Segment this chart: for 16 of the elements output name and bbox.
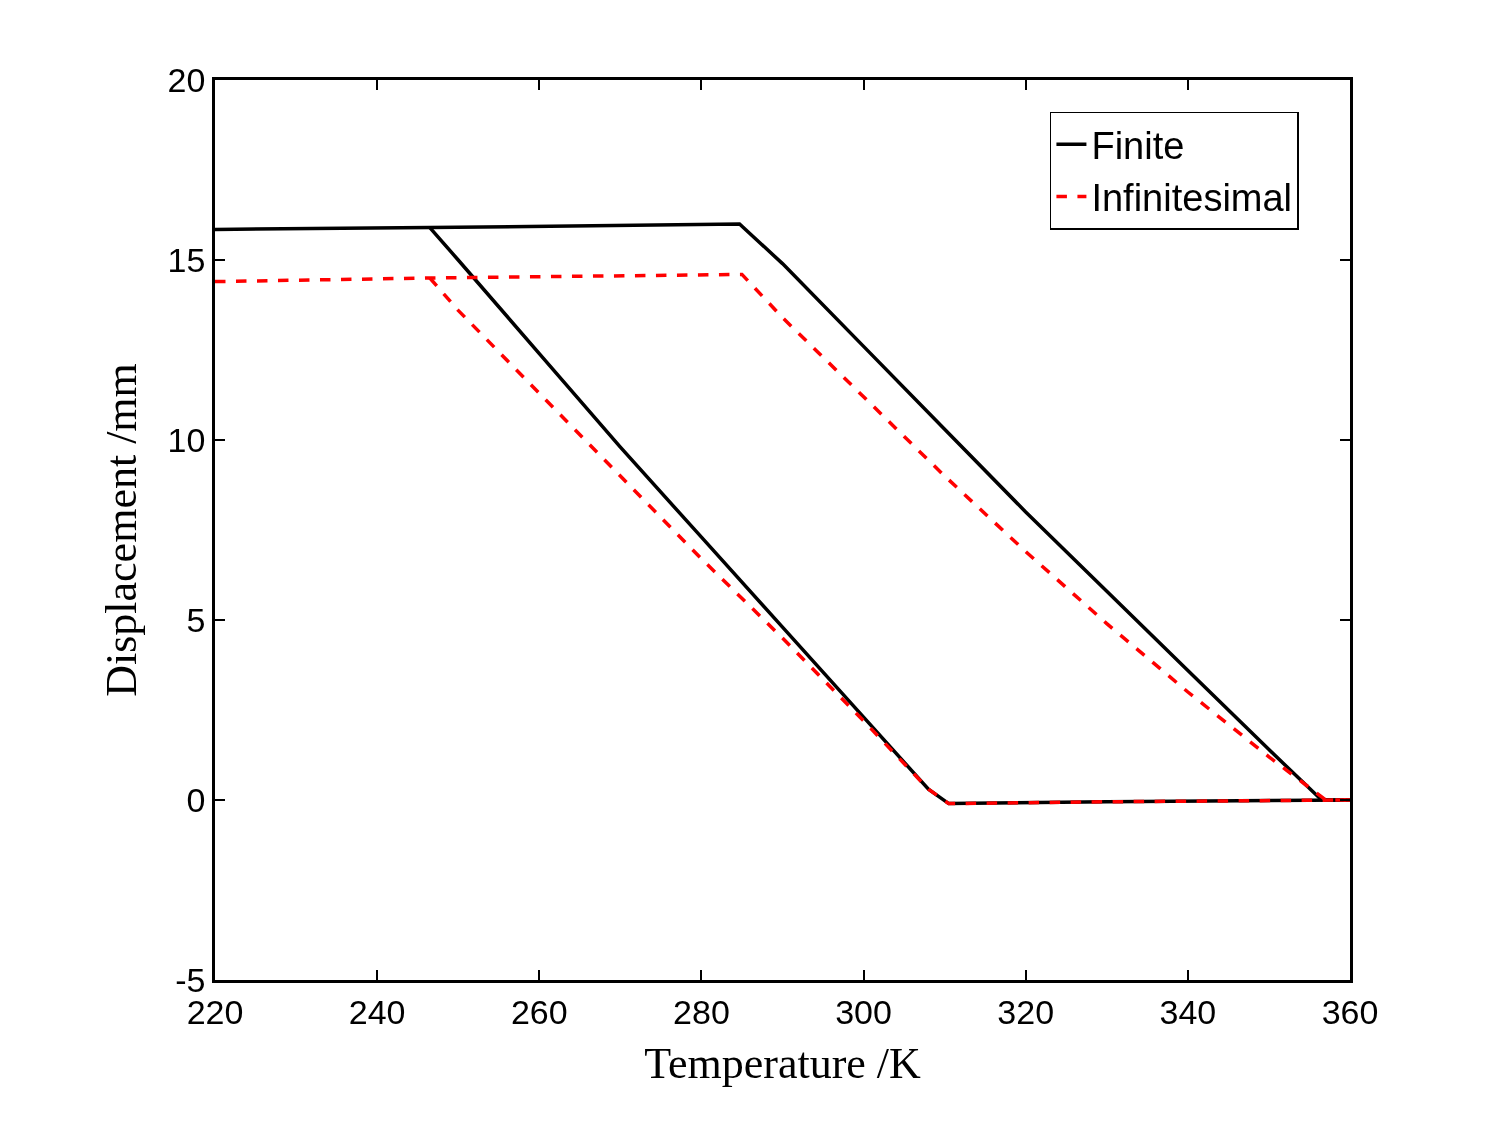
x-tick-label: 300: [835, 992, 892, 1031]
x-tick-label: 320: [997, 992, 1055, 1031]
legend-label: Infinitesimal: [1091, 177, 1293, 220]
x-tick-label: 340: [1159, 992, 1217, 1031]
y-tick-label: 5: [186, 600, 206, 639]
x-tick-label: 240: [348, 992, 406, 1031]
y-tick-label: 20: [167, 60, 206, 99]
x-tick-label: 360: [1321, 992, 1379, 1031]
y-axis-title: Displacement /mm: [96, 363, 146, 697]
y-tick-label: 15: [167, 240, 206, 279]
y-tick-label: 10: [167, 420, 206, 459]
x-tick-label: 280: [673, 992, 730, 1031]
legend-label: Finite: [1091, 125, 1185, 168]
x-tick-label: 260: [510, 992, 568, 1031]
y-tick-label: 0: [186, 780, 206, 819]
x-axis-title: Temperature /K: [644, 1038, 922, 1088]
